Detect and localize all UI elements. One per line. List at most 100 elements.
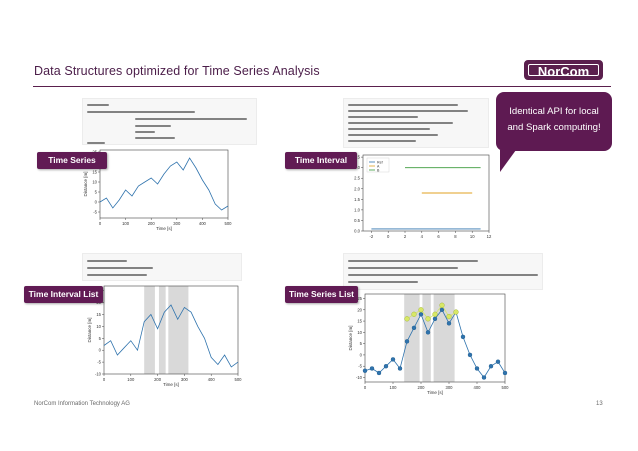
series-point xyxy=(432,311,438,317)
y-tick-label: 25 xyxy=(357,296,362,301)
y-tick-label: 5 xyxy=(99,336,102,341)
x-tick-label: 100 xyxy=(122,221,130,226)
y-tick-label: 10 xyxy=(357,330,362,335)
time-interval-list-code-block xyxy=(82,253,242,281)
tag-time-interval: Time Interval xyxy=(285,152,357,169)
series-point xyxy=(397,366,403,371)
x-tick-label: 0 xyxy=(99,221,102,226)
logo-text: NorCom xyxy=(528,64,599,78)
legend-label: B xyxy=(377,168,380,172)
x-tick-label: 100 xyxy=(390,385,398,390)
x-tick-label: 6 xyxy=(437,234,440,239)
y-tick-label: 2.5 xyxy=(354,176,360,181)
y-tick-label: 3.0 xyxy=(354,165,360,170)
y-tick-label: -5 xyxy=(97,360,101,365)
y-tick-label: -10 xyxy=(356,375,363,380)
y-axis-label: Distance [m] xyxy=(83,171,88,196)
title-divider xyxy=(33,86,611,87)
plot-frame xyxy=(103,285,239,375)
series-point xyxy=(411,311,417,317)
y-tick-label: 1.0 xyxy=(354,207,360,212)
x-tick-label: 10 xyxy=(470,234,475,239)
series-point xyxy=(446,321,452,326)
y-tick-label: 10 xyxy=(92,180,97,185)
y-tick-label: 3.5 xyxy=(354,155,360,160)
y-tick-label: -10 xyxy=(95,372,102,377)
x-tick-label: 500 xyxy=(225,221,233,226)
x-tick-label: 400 xyxy=(474,385,482,390)
y-tick-label: 0.5 xyxy=(354,218,360,223)
y-tick-label: 0 xyxy=(95,200,98,205)
callout-line-2: and Spark computing! xyxy=(507,122,601,133)
x-tick-label: 0 xyxy=(364,385,367,390)
interval-band xyxy=(433,294,455,382)
time-series-code-block xyxy=(82,98,257,145)
x-tick-label: 4 xyxy=(421,234,424,239)
x-tick-label: 12 xyxy=(487,234,492,239)
x-tick-label: 2 xyxy=(404,234,407,239)
y-tick-label: 0.0 xyxy=(354,229,360,234)
x-tick-label: 500 xyxy=(502,385,510,390)
x-axis-label: Time [s] xyxy=(427,390,443,395)
series-line xyxy=(103,304,239,368)
y-tick-label: 0 xyxy=(99,348,102,353)
x-tick-label: 400 xyxy=(199,221,207,226)
x-axis-label: Time [s] xyxy=(156,226,172,231)
series-point xyxy=(453,309,459,315)
series-point xyxy=(418,312,424,317)
legend-label: A xyxy=(377,164,380,168)
series-point xyxy=(362,368,368,373)
series-point xyxy=(502,370,508,376)
series-point xyxy=(474,366,480,371)
x-tick-label: 300 xyxy=(446,385,454,390)
y-tick-label: 10 xyxy=(96,324,101,329)
x-tick-label: 200 xyxy=(154,377,162,382)
series-point xyxy=(411,325,417,331)
series-point xyxy=(467,352,473,358)
y-axis-label: Distance [m] xyxy=(348,325,353,350)
y-tick-label: -5 xyxy=(93,210,97,215)
footer-company: NorCom Information Technology AG xyxy=(34,401,130,407)
series-point xyxy=(383,364,389,369)
time-series-list-plot: 0 100 200 300 400 500 -10 -5 0 5 10 15 20 25 Time [s] D… xyxy=(348,293,510,395)
x-tick-label: -2 xyxy=(370,234,374,239)
interval-band xyxy=(168,286,189,374)
norcom-logo: NorCom xyxy=(524,60,603,80)
series-point xyxy=(439,302,445,308)
y-tick-label: 15 xyxy=(357,319,362,324)
y-axis-label: Distance [m] xyxy=(87,317,92,342)
y-tick-label: 15 xyxy=(92,170,97,175)
interval-band xyxy=(158,286,166,374)
series-line xyxy=(99,157,229,211)
x-axis-label: Time [s] xyxy=(163,382,179,387)
series-point xyxy=(425,330,431,335)
y-tick-label: 5 xyxy=(95,190,98,195)
series-point xyxy=(404,339,410,344)
page-number: 13 xyxy=(596,401,603,407)
series-point xyxy=(404,316,410,322)
series-point xyxy=(376,370,382,376)
time-series-list-code-block xyxy=(343,253,543,290)
x-tick-label: 200 xyxy=(148,221,156,226)
interval-band xyxy=(404,294,420,382)
x-tick-label: 500 xyxy=(235,377,243,382)
y-tick-label: 1.5 xyxy=(354,197,360,202)
y-tick-label: -5 xyxy=(358,364,362,369)
tag-time-series-list: Time Series List xyxy=(285,286,358,303)
x-tick-label: 200 xyxy=(418,385,426,390)
y-tick-label: 20 xyxy=(357,307,362,312)
plot-frame xyxy=(364,293,506,383)
series-point xyxy=(488,364,494,369)
x-tick-label: 400 xyxy=(208,377,216,382)
series-point xyxy=(425,316,431,322)
tag-time-interval-list: Time Interval List xyxy=(24,286,103,303)
x-tick-label: 300 xyxy=(181,377,189,382)
series-point xyxy=(495,359,501,364)
x-tick-label: 0 xyxy=(103,377,106,382)
x-tick-label: 8 xyxy=(454,234,457,239)
plot-frame xyxy=(99,149,229,219)
